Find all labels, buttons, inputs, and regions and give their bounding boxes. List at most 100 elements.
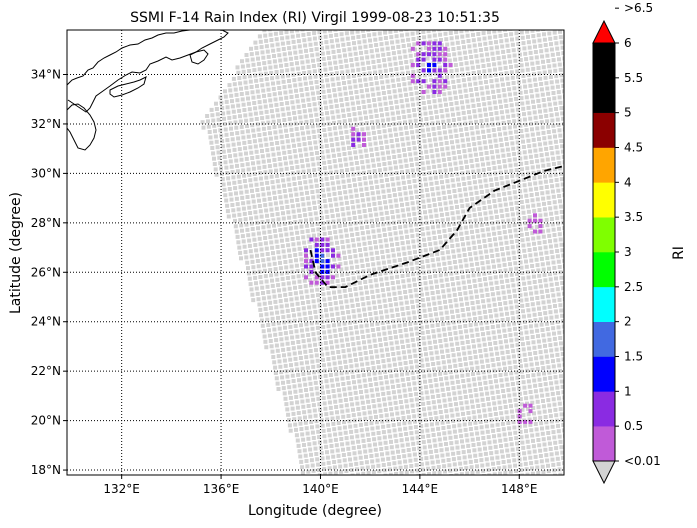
swath-pixel <box>537 377 542 382</box>
swath-pixel <box>423 210 427 215</box>
swath-pixel <box>488 347 493 352</box>
swath-pixel <box>310 91 315 96</box>
swath-pixel <box>252 270 257 275</box>
swath-pixel <box>363 77 368 82</box>
swath-pixel <box>469 55 474 59</box>
swath-pixel <box>438 240 443 245</box>
swath-pixel <box>383 134 388 139</box>
swath-pixel <box>285 68 290 73</box>
swath-pixel <box>567 253 571 257</box>
swath-pixel <box>389 204 394 209</box>
swath-pixel <box>270 278 274 283</box>
swath-pixel <box>436 295 441 300</box>
swath-pixel <box>436 54 441 59</box>
swath-pixel <box>231 175 236 180</box>
swath-pixel <box>345 441 350 446</box>
swath-pixel <box>293 389 298 394</box>
swath-pixel <box>477 343 482 348</box>
swath-pixel <box>444 409 449 414</box>
swath-pixel <box>366 470 371 475</box>
swath-pixel <box>300 399 305 404</box>
swath-pixel <box>511 316 516 321</box>
swath-pixel <box>554 380 559 385</box>
swath-pixel <box>364 219 369 224</box>
swath-pixel <box>263 137 268 142</box>
swath-pixel <box>330 350 335 355</box>
swath-pixel <box>358 286 363 291</box>
swath-pixel <box>296 71 301 76</box>
swath-pixel <box>524 467 529 472</box>
swath-pixel <box>469 224 474 229</box>
swath-pixel <box>501 356 506 361</box>
swath-pixel <box>369 49 374 54</box>
swath-pixel <box>443 234 448 239</box>
swath-pixel <box>457 324 462 329</box>
swath-pixel <box>559 346 564 351</box>
swath-pixel <box>520 172 525 177</box>
swath-pixel <box>387 467 392 472</box>
swath-pixel <box>551 194 556 199</box>
swath-pixel <box>350 440 355 445</box>
swath-pixel <box>441 86 446 91</box>
swath-pixel <box>464 126 469 131</box>
swath-pixel <box>243 184 248 189</box>
swath-pixel <box>212 156 216 161</box>
swath-pixel <box>268 306 273 311</box>
swath-pixel <box>474 119 479 124</box>
swath-pixel <box>493 67 497 72</box>
swath-pixel <box>350 30 355 35</box>
swath-pixel <box>339 437 344 441</box>
swath-pixel <box>534 394 539 399</box>
swath-pixel <box>229 93 234 98</box>
swath-pixel <box>553 271 558 276</box>
swath-pixel <box>527 248 532 252</box>
swath-pixel <box>472 382 477 387</box>
swath-pixel <box>293 285 297 290</box>
swath-pixel <box>537 71 542 76</box>
swath-pixel <box>456 111 461 116</box>
swath-pixel <box>394 471 399 475</box>
swath-pixel <box>551 156 556 161</box>
swath-pixel <box>467 383 472 388</box>
swath-pixel <box>366 301 371 306</box>
swath-pixel <box>273 267 278 272</box>
swath-pixel <box>560 215 564 220</box>
swath-pixel <box>402 322 407 327</box>
swath-pixel <box>520 35 525 40</box>
swath-pixel <box>439 174 444 179</box>
swath-pixel <box>315 118 320 123</box>
swath-pixel <box>424 352 428 357</box>
swath-pixel <box>269 240 274 245</box>
swath-pixel <box>371 92 376 97</box>
swath-pixel <box>459 166 464 170</box>
swath-pixel <box>437 196 442 201</box>
swath-pixel <box>481 337 486 342</box>
swath-pixel <box>283 396 288 401</box>
swath-pixel <box>555 150 560 155</box>
swath-pixel <box>509 442 514 447</box>
swath-pixel <box>471 273 476 278</box>
swath-pixel <box>462 83 467 88</box>
swath-pixel <box>500 416 505 421</box>
swath-pixel <box>528 154 533 159</box>
swath-pixel <box>284 303 289 308</box>
swath-pixel <box>249 216 253 221</box>
swath-pixel <box>530 433 535 438</box>
swath-pixel <box>551 260 556 265</box>
swath-pixel <box>222 187 227 192</box>
swath-pixel <box>441 190 446 195</box>
swath-pixel <box>386 84 391 89</box>
swath-pixel <box>531 203 536 208</box>
swath-pixel <box>524 193 529 198</box>
swath-pixel <box>489 150 494 155</box>
swath-pixel <box>467 317 472 322</box>
swath-pixel <box>549 113 554 118</box>
swath-pixel <box>512 223 517 228</box>
swath-pixel <box>438 103 443 108</box>
swath-pixel <box>543 212 548 217</box>
swath-pixel <box>306 333 311 337</box>
swath-pixel <box>292 318 297 323</box>
swath-pixel <box>499 175 504 180</box>
swath-pixel <box>273 365 278 370</box>
swath-pixel <box>479 359 484 364</box>
